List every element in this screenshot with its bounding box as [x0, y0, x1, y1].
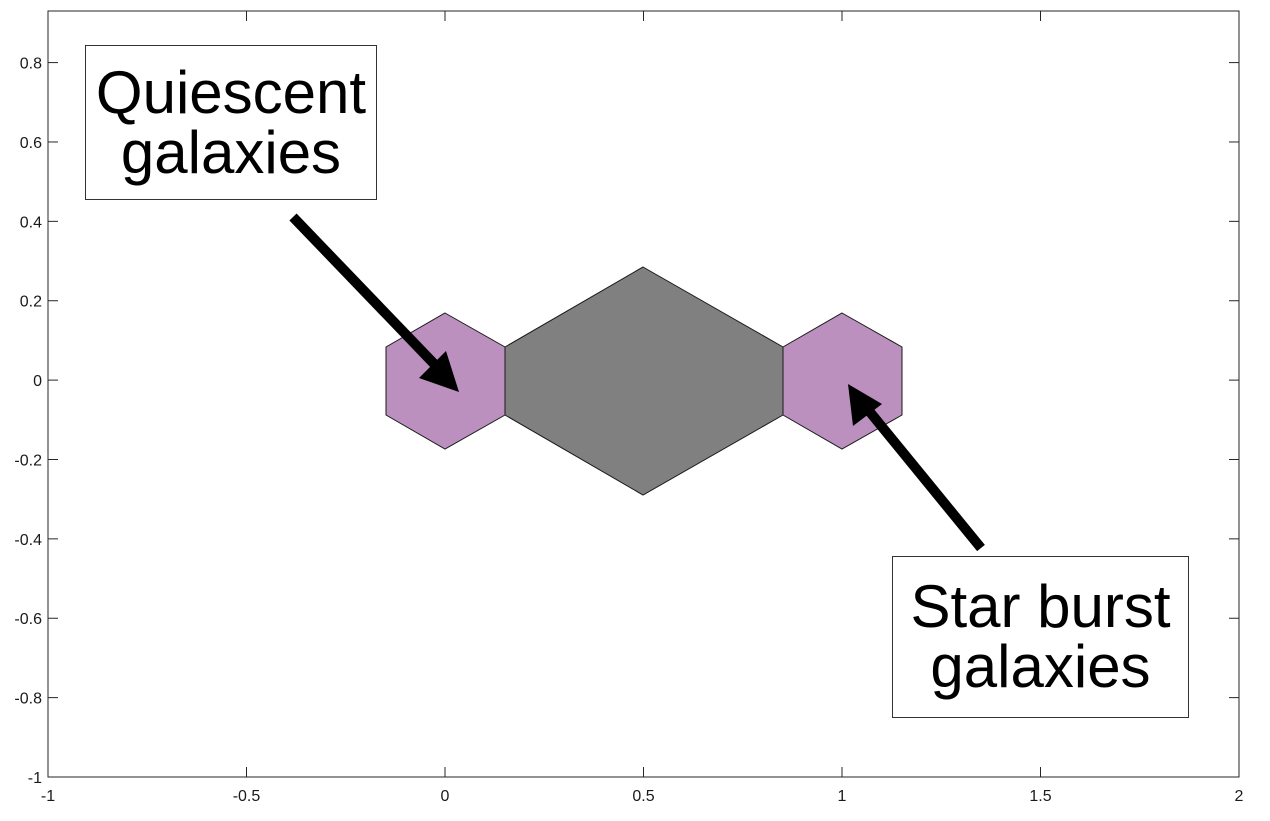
y-axis-ticks: 0.8 0.6 0.4 0.2 0 -0.2 -0.4 -0.6 -0.8 -1 [14, 56, 1239, 787]
y-tick-label: -0.8 [14, 691, 42, 708]
y-tick-label: -1 [28, 770, 42, 787]
y-tick-label: -0.4 [14, 532, 42, 549]
starburst-label-line2: galaxies [930, 633, 1151, 700]
y-tick-label: 0.4 [20, 214, 42, 231]
x-tick-label: 2 [1235, 788, 1244, 805]
y-tick-label: 0.8 [20, 56, 42, 73]
middle-gray-hexagon [504, 266, 784, 496]
y-tick-label: -0.6 [14, 611, 42, 628]
quiescent-arrow [289, 213, 459, 392]
x-tick-label: -1 [41, 788, 55, 805]
starburst-label-line1: Star burst [910, 573, 1171, 640]
x-tick-label: 0.5 [632, 788, 654, 805]
x-tick-label: 0 [441, 788, 450, 805]
y-tick-label: 0.6 [20, 135, 42, 152]
starburst-galaxies-label: Star burst galaxies [892, 556, 1189, 718]
x-tick-label: 1 [838, 788, 847, 805]
quiescent-label-line2: galaxies [120, 118, 342, 186]
x-tick-label: -0.5 [233, 788, 261, 805]
quiescent-label-line1: Quiescent [95, 58, 367, 126]
y-tick-label: -0.2 [14, 452, 42, 469]
y-tick-label: 0 [33, 373, 42, 390]
y-tick-label: 0.2 [20, 294, 42, 311]
x-axis-ticks: -1 -0.5 0 0.5 1 1.5 2 [41, 11, 1244, 805]
starburst-arrow [848, 384, 985, 552]
quiescent-galaxies-label: Quiescent galaxies [85, 45, 377, 200]
x-tick-label: 1.5 [1029, 788, 1051, 805]
